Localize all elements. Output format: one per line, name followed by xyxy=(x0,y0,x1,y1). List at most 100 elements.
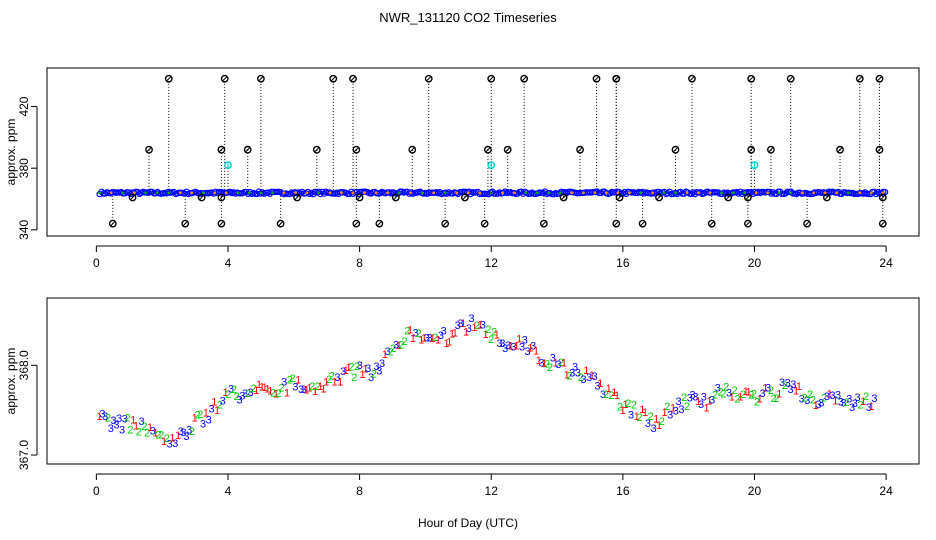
baseline-fleck xyxy=(823,191,827,195)
chart-title: NWR_131120 CO2 Timeseries xyxy=(379,10,557,25)
series-1-point: 1 xyxy=(827,389,833,401)
spike-point xyxy=(217,193,226,202)
spike-point-slash xyxy=(804,221,810,227)
baseline-fleck xyxy=(374,191,378,195)
series-1-point: 1 xyxy=(429,333,435,345)
series-2-point: 2 xyxy=(326,374,332,386)
series-2-point: 2 xyxy=(773,393,779,405)
spike-point-slash xyxy=(376,221,382,227)
series-3-point: 3 xyxy=(239,390,245,402)
series-1-point: 1 xyxy=(133,420,139,432)
series-1-point: 1 xyxy=(662,407,668,419)
spike-point-slash xyxy=(521,76,527,82)
series-1-point: 1 xyxy=(706,396,712,408)
spike-point xyxy=(803,219,812,228)
series-3-point: 3 xyxy=(186,425,192,437)
series-3-point: 3 xyxy=(829,390,835,402)
series-3-point: 3 xyxy=(871,393,877,405)
series-1-point: 1 xyxy=(813,400,819,412)
spike-point-slash xyxy=(218,194,224,201)
spike-point xyxy=(128,193,137,202)
series-2-point: 2 xyxy=(245,388,251,400)
baseline-fleck xyxy=(144,191,148,195)
spike-point xyxy=(520,74,529,83)
series-3-point: 3 xyxy=(701,392,707,404)
series-3-point: 3 xyxy=(298,384,304,396)
spike-point-slash xyxy=(330,76,336,82)
series-3-point: 3 xyxy=(334,372,340,384)
spike-point xyxy=(461,193,469,202)
series-3-point: 3 xyxy=(790,379,796,391)
x-tick-label: 0 xyxy=(93,484,100,498)
series-1-point: 1 xyxy=(564,370,570,382)
series-1-point: 1 xyxy=(175,430,181,442)
series-1-point: 1 xyxy=(396,340,402,352)
series-1-point: 1 xyxy=(622,399,628,411)
series-3-point: 3 xyxy=(220,395,226,407)
series-2-point: 2 xyxy=(566,371,572,383)
baseline-fleck xyxy=(708,191,712,195)
baseline-fleck xyxy=(789,191,793,195)
series-3-point: 3 xyxy=(818,398,824,410)
spike-point-slash xyxy=(689,76,695,82)
series-3-point: 3 xyxy=(519,342,525,354)
spike-point-slash xyxy=(876,147,883,153)
series-2-point: 2 xyxy=(751,389,757,401)
baseline-fleck xyxy=(259,191,263,195)
y-tick-label: 367.0 xyxy=(17,440,31,470)
spike-point xyxy=(424,74,433,83)
x-tick-label: 20 xyxy=(748,484,762,498)
spike-point-slash xyxy=(182,221,188,227)
series-2-point: 2 xyxy=(225,389,231,401)
series-3-point: 3 xyxy=(650,423,656,435)
spike-point xyxy=(747,74,756,83)
series-3-point: 3 xyxy=(799,393,805,405)
series-1-point: 1 xyxy=(421,333,427,345)
series-3-point: 3 xyxy=(457,318,463,330)
series-2-point: 2 xyxy=(782,380,788,392)
series-1-point: 1 xyxy=(443,338,449,350)
series-3-point: 3 xyxy=(525,346,531,358)
series-3-point: 3 xyxy=(102,411,108,423)
series-1-point: 1 xyxy=(407,325,413,337)
spike-point xyxy=(181,219,190,228)
baseline-fleck xyxy=(639,191,643,195)
series-1-point: 1 xyxy=(796,381,802,393)
baseline-fleck xyxy=(409,191,412,195)
series-2-point: 2 xyxy=(734,393,740,405)
baseline-fleck xyxy=(582,191,585,195)
spike-point-slash xyxy=(857,76,863,82)
series-3-point: 3 xyxy=(119,424,125,436)
series-3-point: 3 xyxy=(208,403,214,415)
series-1-point: 1 xyxy=(869,401,875,413)
series-2-point: 2 xyxy=(857,400,863,412)
series-2-point: 2 xyxy=(608,390,614,402)
spike-point-slash xyxy=(725,194,731,201)
series-3-point: 3 xyxy=(841,398,847,410)
series-2-point: 2 xyxy=(547,362,553,374)
baseline-fleck xyxy=(812,191,816,195)
spike-point-slash xyxy=(442,221,448,227)
spike-point xyxy=(855,74,864,83)
x-tick-label: 24 xyxy=(879,256,893,270)
spike-point-slash xyxy=(218,221,224,227)
series-3-point: 3 xyxy=(178,426,184,438)
series-1-point: 1 xyxy=(541,358,547,370)
series-2-point: 2 xyxy=(399,339,405,351)
spike-point-slash xyxy=(788,76,794,82)
spike-point-slash xyxy=(824,194,830,201)
series-3-point: 3 xyxy=(667,410,673,422)
series-2-point: 2 xyxy=(771,393,777,405)
series-3-point: 3 xyxy=(242,388,248,400)
spike-point-slash xyxy=(617,194,623,201)
series-3-point: 3 xyxy=(709,394,715,406)
series-3-point: 3 xyxy=(357,360,363,372)
series-1-point: 1 xyxy=(262,382,268,394)
series-2-point: 2 xyxy=(144,428,150,440)
series-3-point: 3 xyxy=(852,398,858,410)
baseline-fleck xyxy=(501,191,505,195)
series-1-point: 1 xyxy=(704,402,710,414)
series-3-point: 3 xyxy=(690,390,696,402)
series-3-point: 3 xyxy=(715,383,721,395)
